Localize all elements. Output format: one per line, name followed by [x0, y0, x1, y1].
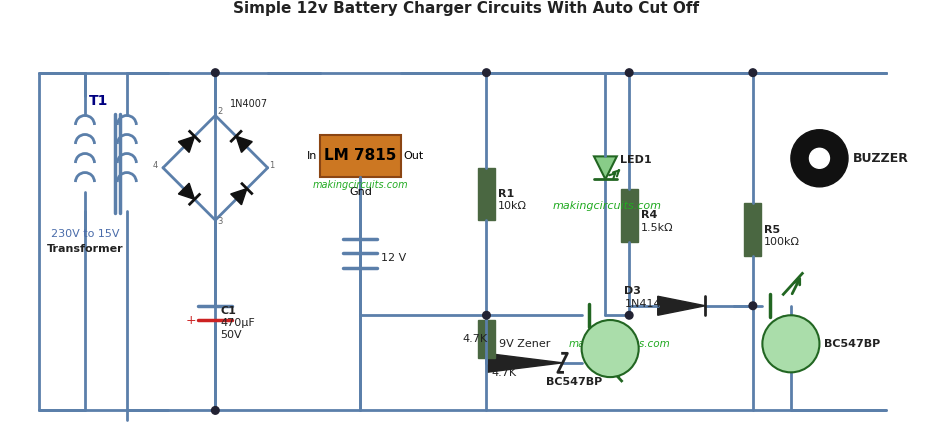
- Text: R1: R1: [498, 189, 514, 199]
- Text: +: +: [186, 313, 196, 326]
- Text: 1N4007: 1N4007: [230, 99, 267, 109]
- Text: 2: 2: [218, 106, 222, 116]
- Text: 50V: 50V: [220, 330, 242, 340]
- Circle shape: [626, 69, 633, 76]
- Circle shape: [211, 407, 219, 414]
- Text: 4.7K: 4.7K: [462, 334, 488, 344]
- Text: 4.7K: 4.7K: [492, 367, 516, 378]
- FancyBboxPatch shape: [744, 203, 762, 256]
- FancyBboxPatch shape: [320, 135, 401, 177]
- Text: R4: R4: [641, 211, 657, 220]
- Text: D3: D3: [625, 287, 642, 296]
- Polygon shape: [487, 353, 563, 372]
- Polygon shape: [231, 189, 247, 205]
- Text: Transformer: Transformer: [47, 244, 123, 253]
- Text: BC547BP: BC547BP: [546, 377, 602, 387]
- Text: makingcircuits.com: makingcircuits.com: [553, 201, 662, 211]
- Text: 230V to 15V: 230V to 15V: [51, 229, 119, 240]
- Circle shape: [211, 69, 219, 76]
- Polygon shape: [594, 156, 617, 179]
- Polygon shape: [658, 296, 705, 315]
- Circle shape: [763, 315, 820, 372]
- Circle shape: [749, 69, 757, 76]
- Circle shape: [483, 312, 491, 319]
- Circle shape: [483, 69, 491, 76]
- Polygon shape: [236, 136, 252, 152]
- Text: 1: 1: [269, 161, 275, 170]
- Circle shape: [791, 130, 848, 187]
- Text: 470μF: 470μF: [220, 318, 255, 328]
- Text: makingcircuits.com: makingcircuits.com: [568, 339, 671, 349]
- Text: BUZZER: BUZZER: [853, 152, 909, 165]
- Text: 10kΩ: 10kΩ: [498, 201, 527, 211]
- Text: 1N4148: 1N4148: [625, 299, 668, 309]
- Circle shape: [749, 302, 757, 310]
- Text: Out: Out: [403, 151, 424, 161]
- Text: C1: C1: [220, 305, 236, 316]
- Text: BC547BP: BC547BP: [825, 339, 881, 349]
- Polygon shape: [178, 183, 194, 199]
- Text: 3: 3: [218, 217, 222, 226]
- Text: 1.5kΩ: 1.5kΩ: [641, 223, 673, 233]
- Circle shape: [809, 148, 829, 168]
- Text: 9V Zener: 9V Zener: [499, 339, 551, 349]
- Text: In: In: [307, 151, 317, 161]
- FancyBboxPatch shape: [621, 189, 638, 241]
- Text: Gnd: Gnd: [349, 186, 371, 197]
- Text: makingcircuits.com: makingcircuits.com: [312, 180, 408, 190]
- FancyBboxPatch shape: [477, 168, 495, 220]
- Polygon shape: [178, 136, 194, 152]
- Title: Simple 12v Battery Charger Circuits With Auto Cut Off: Simple 12v Battery Charger Circuits With…: [234, 1, 700, 17]
- Circle shape: [582, 320, 639, 377]
- Text: 4: 4: [153, 161, 159, 170]
- Text: LM 7815: LM 7815: [325, 148, 397, 164]
- Text: T1: T1: [88, 94, 108, 108]
- Circle shape: [626, 312, 633, 319]
- Text: 100kΩ: 100kΩ: [764, 237, 800, 247]
- Text: LED1: LED1: [620, 155, 651, 165]
- Text: 12 V: 12 V: [381, 253, 406, 263]
- Text: R5: R5: [764, 225, 780, 235]
- FancyBboxPatch shape: [477, 320, 495, 358]
